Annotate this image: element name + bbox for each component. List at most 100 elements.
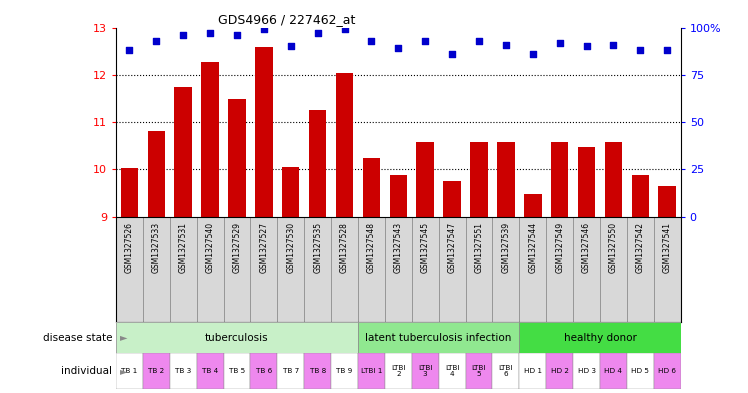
Point — [446, 51, 458, 57]
Bar — [524, 194, 542, 217]
Text: GSM1327533: GSM1327533 — [152, 222, 161, 273]
Point — [258, 26, 270, 33]
Bar — [331, 217, 358, 322]
Text: GSM1327541: GSM1327541 — [663, 222, 672, 273]
Bar — [304, 217, 331, 322]
Bar — [251, 353, 278, 389]
Bar — [411, 217, 438, 322]
Text: ►: ► — [120, 366, 127, 376]
Bar — [170, 353, 197, 389]
Bar — [385, 217, 411, 322]
Point — [527, 51, 539, 57]
Bar — [224, 353, 251, 389]
Text: GSM1327543: GSM1327543 — [393, 222, 403, 273]
Point — [607, 41, 619, 48]
Text: HD 4: HD 4 — [604, 368, 622, 374]
Text: TB 6: TB 6 — [256, 368, 272, 374]
Bar — [444, 181, 461, 217]
Text: GSM1327542: GSM1327542 — [636, 222, 645, 273]
Bar — [573, 217, 600, 322]
Bar — [577, 147, 595, 217]
Point — [661, 47, 673, 53]
Point — [634, 47, 646, 53]
Bar — [358, 353, 385, 389]
Bar — [336, 73, 353, 217]
Point — [231, 32, 243, 38]
Bar — [411, 353, 438, 389]
Text: HD 2: HD 2 — [551, 368, 568, 374]
Bar — [654, 353, 681, 389]
Point — [204, 30, 216, 36]
Text: TB 5: TB 5 — [229, 368, 245, 374]
Text: LTBI
2: LTBI 2 — [391, 365, 405, 377]
Point — [392, 45, 404, 51]
Text: healthy donor: healthy donor — [563, 332, 637, 343]
Text: GSM1327528: GSM1327528 — [340, 222, 349, 273]
Bar — [519, 217, 546, 322]
Bar — [551, 142, 568, 217]
Text: TB 3: TB 3 — [175, 368, 191, 374]
Bar — [519, 322, 681, 353]
Text: LTBI 1: LTBI 1 — [361, 368, 382, 374]
Point — [419, 38, 431, 44]
Bar — [573, 353, 600, 389]
Bar — [143, 217, 170, 322]
Point — [123, 47, 135, 53]
Bar — [658, 186, 676, 217]
Bar — [278, 217, 304, 322]
Text: GSM1327551: GSM1327551 — [474, 222, 483, 273]
Text: GSM1327527: GSM1327527 — [260, 222, 269, 273]
Bar — [604, 142, 622, 217]
Point — [339, 26, 351, 33]
Bar — [385, 353, 411, 389]
Bar — [363, 158, 380, 217]
Bar — [255, 48, 272, 217]
Bar — [120, 168, 138, 217]
Point — [150, 38, 162, 44]
Point — [473, 38, 485, 44]
Text: GSM1327544: GSM1327544 — [528, 222, 537, 273]
Bar — [390, 175, 407, 217]
Text: TB 4: TB 4 — [202, 368, 218, 374]
Bar — [465, 353, 492, 389]
Text: GSM1327540: GSM1327540 — [206, 222, 215, 273]
Bar — [546, 353, 573, 389]
Bar — [358, 322, 519, 353]
Bar — [519, 353, 546, 389]
Text: LTBI
5: LTBI 5 — [472, 365, 486, 377]
Text: TB 2: TB 2 — [148, 368, 165, 374]
Bar — [470, 142, 488, 217]
Text: GSM1327547: GSM1327547 — [447, 222, 456, 273]
Text: latent tuberculosis infection: latent tuberculosis infection — [366, 332, 512, 343]
Text: GSM1327548: GSM1327548 — [367, 222, 376, 273]
Text: GSM1327546: GSM1327546 — [582, 222, 591, 273]
Bar — [631, 175, 649, 217]
Bar — [546, 217, 573, 322]
Bar — [147, 130, 165, 217]
Text: GSM1327530: GSM1327530 — [286, 222, 295, 273]
Bar — [228, 99, 245, 217]
Point — [500, 41, 512, 48]
Bar — [358, 217, 385, 322]
Text: individual: individual — [61, 366, 112, 376]
Point — [366, 38, 378, 44]
Point — [580, 43, 592, 50]
Bar — [282, 167, 299, 217]
Point — [312, 30, 324, 36]
Text: GDS4966 / 227462_at: GDS4966 / 227462_at — [218, 13, 355, 26]
Bar — [170, 217, 197, 322]
Bar — [278, 353, 304, 389]
Bar — [116, 217, 143, 322]
Bar — [304, 353, 331, 389]
Point — [177, 32, 189, 38]
Text: ►: ► — [120, 332, 127, 343]
Text: GSM1327549: GSM1327549 — [555, 222, 564, 273]
Bar — [331, 353, 358, 389]
Bar — [197, 217, 224, 322]
Bar — [465, 217, 492, 322]
Text: HD 6: HD 6 — [658, 368, 676, 374]
Bar — [627, 353, 654, 389]
Text: tuberculosis: tuberculosis — [205, 332, 269, 343]
Bar — [143, 353, 170, 389]
Bar — [600, 217, 627, 322]
